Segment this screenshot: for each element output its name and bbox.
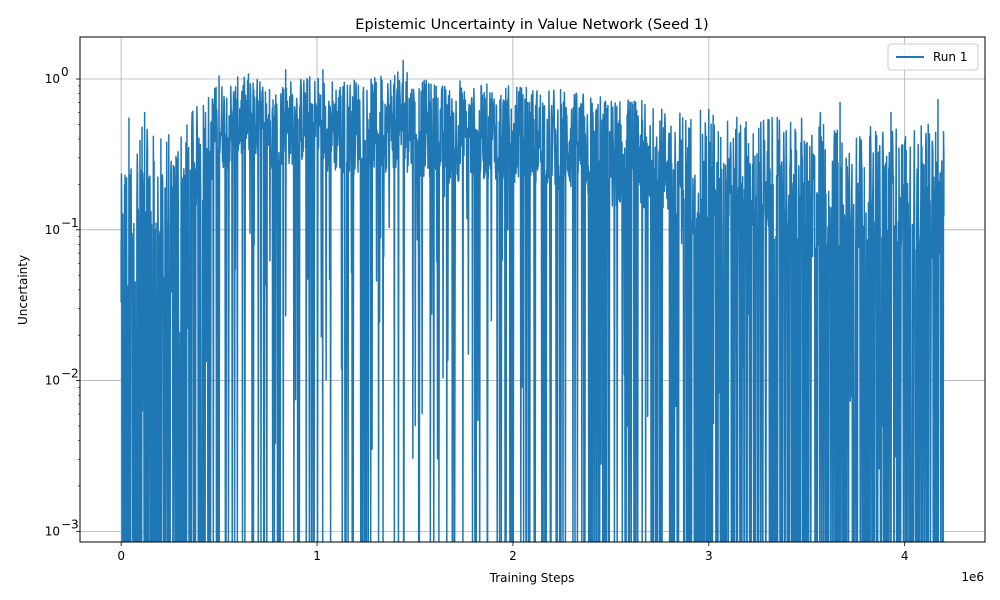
- x-offset-label: 1e6: [961, 570, 984, 584]
- legend-label-run-1: Run 1: [933, 50, 967, 64]
- y-tick-label: 10: [45, 374, 60, 388]
- y-tick-label: 10: [45, 524, 60, 538]
- x-tick-label: 2: [509, 549, 517, 563]
- x-tick-label: 1: [313, 549, 321, 563]
- legend: Run 1: [887, 43, 979, 71]
- legend-box: [887, 43, 979, 71]
- x-tick-label: 4: [901, 549, 909, 563]
- y-tick-exponent: 0: [61, 65, 69, 79]
- series-line-run-1: [120, 59, 945, 542]
- plot-frame: [79, 36, 986, 543]
- x-tick-label: 3: [705, 549, 713, 563]
- series-layer: [120, 59, 945, 542]
- y-tick-exponent: −2: [61, 367, 79, 381]
- x-tick-layer: 0 1 2 3 4: [117, 542, 909, 563]
- x-tick-label: 0: [117, 549, 125, 563]
- x-axis-label: Training Steps: [489, 571, 575, 585]
- y-tick-exponent: −3: [61, 517, 79, 531]
- y-tick-exponent: −1: [61, 216, 79, 230]
- y-axis-label: Uncertainty: [16, 255, 30, 325]
- y-tick-label: 10: [45, 72, 60, 86]
- y-tick-label: 10: [45, 223, 60, 237]
- chart-title: Epistemic Uncertainty in Value Network (…: [355, 17, 708, 33]
- plot-area: [79, 36, 986, 543]
